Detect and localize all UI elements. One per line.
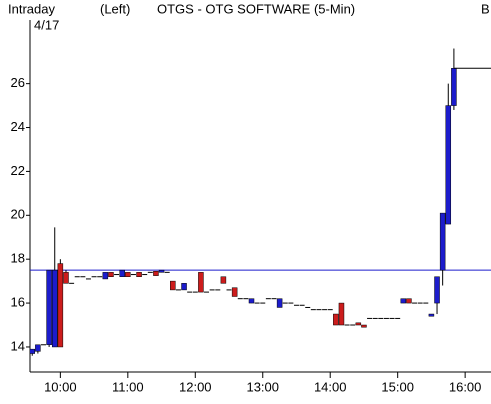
candle-body [406,298,412,304]
candle-body [400,298,407,304]
y-tick-label: 16 [11,295,25,310]
candle-body [125,272,131,277]
candle-body [46,269,52,346]
x-tick-label: 15:00 [381,379,414,394]
candle-body [170,280,176,291]
candle-body [439,212,446,271]
candle-body [136,272,142,277]
candle-body [51,269,58,348]
candle-body [35,344,41,352]
candle-body [102,272,109,280]
x-tick-label: 11:00 [112,379,144,394]
candle-body [57,263,64,348]
cut-label: B [481,1,490,16]
candle-body [451,68,457,106]
candle-body [361,324,367,328]
candle-body [445,105,452,225]
candle-body [158,269,165,273]
candle-body [248,298,255,304]
candle-body [108,272,114,277]
date-label: 4/17 [34,17,59,32]
x-tick-label: 16:00 [449,379,482,394]
y-tick-label: 20 [11,207,25,222]
candle-body [220,276,227,284]
candle-body [181,283,187,291]
candle-body [231,287,238,297]
side-label: (Left) [100,1,130,16]
chart-title: OTGS - OTG SOFTWARE (5-Min) [157,1,355,16]
candle-body [63,272,69,284]
y-tick-label: 24 [11,119,25,134]
candle-body [333,313,339,326]
period-label: Intraday [8,1,55,16]
y-tick-label: 22 [11,163,25,178]
candle-body [119,269,125,277]
candle-body [198,272,204,293]
x-tick-label: 10:00 [44,379,77,394]
candle-body [29,348,35,354]
y-tick-label: 18 [11,251,25,266]
candle-body [276,298,283,308]
candle-body [338,302,345,326]
x-tick-label: 13:00 [246,379,279,394]
candle-body [355,322,362,326]
y-tick-label: 14 [11,338,25,353]
candle-body [428,313,435,317]
x-tick-label: 12:00 [179,379,212,394]
candle-body [434,276,440,304]
y-tick-label: 26 [11,75,25,90]
candle-body [153,271,159,276]
x-tick-label: 14:00 [314,379,347,394]
